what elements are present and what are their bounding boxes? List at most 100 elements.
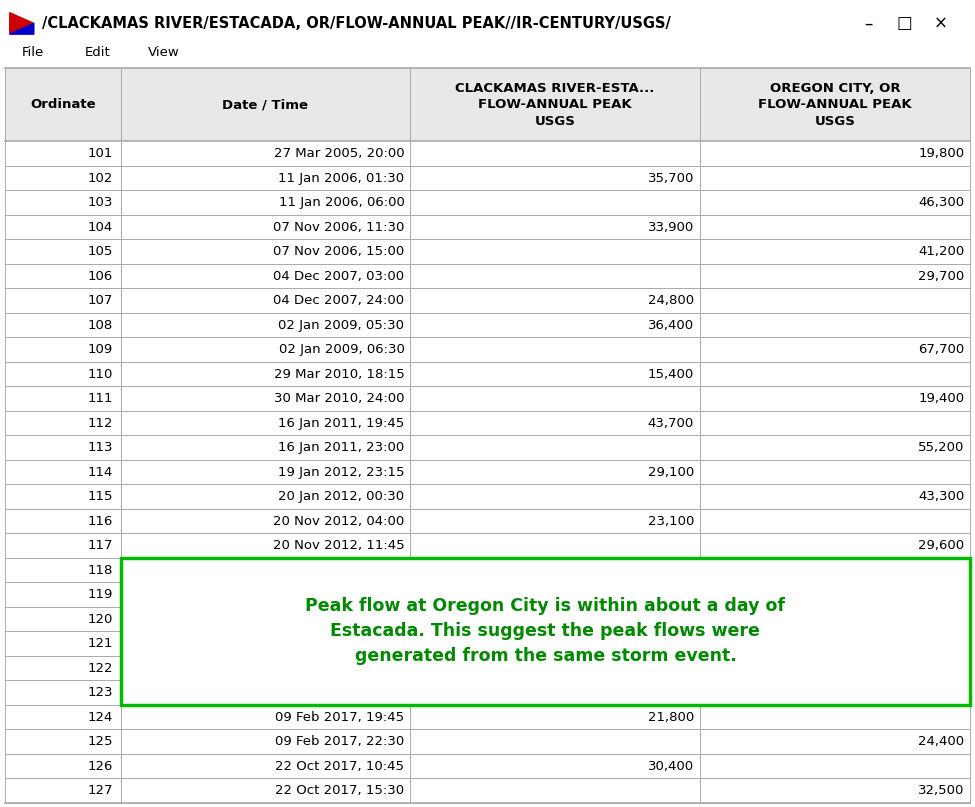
Text: 107: 107 — [88, 294, 113, 307]
Text: 19,400: 19,400 — [918, 392, 964, 405]
Text: 116: 116 — [88, 515, 113, 528]
Bar — [5, 264, 970, 288]
Polygon shape — [10, 23, 34, 34]
Text: 46,300: 46,300 — [918, 196, 964, 209]
Text: 22 Oct 2017, 15:30: 22 Oct 2017, 15:30 — [275, 784, 405, 797]
Text: Edit: Edit — [85, 47, 111, 60]
Text: 16 Jan 2011, 19:45: 16 Jan 2011, 19:45 — [278, 416, 405, 429]
Text: 101: 101 — [88, 147, 113, 160]
Text: 43,300: 43,300 — [918, 490, 964, 503]
Text: 117: 117 — [88, 539, 113, 552]
Text: 15,400: 15,400 — [647, 368, 694, 381]
Text: 114: 114 — [88, 466, 113, 479]
Text: 125: 125 — [88, 735, 113, 748]
Text: 32,500: 32,500 — [917, 784, 964, 797]
Text: Ordinate: Ordinate — [30, 98, 96, 111]
Text: 127: 127 — [88, 784, 113, 797]
Bar — [5, 779, 970, 803]
Bar — [5, 680, 970, 705]
Text: File: File — [22, 47, 45, 60]
Text: □: □ — [897, 15, 913, 32]
Text: 126: 126 — [88, 759, 113, 773]
Text: 43,700: 43,700 — [647, 416, 694, 429]
Bar — [5, 607, 970, 631]
Text: 121: 121 — [88, 638, 113, 650]
Bar — [121, 558, 970, 705]
Text: 23,100: 23,100 — [647, 515, 694, 528]
Bar — [5, 460, 970, 484]
Text: 55,200: 55,200 — [917, 441, 964, 454]
Bar — [5, 362, 970, 387]
Text: 29 Mar 2010, 18:15: 29 Mar 2010, 18:15 — [274, 368, 405, 381]
Bar — [5, 387, 970, 411]
Text: 110: 110 — [88, 368, 113, 381]
Text: 02 Jan 2009, 05:30: 02 Jan 2009, 05:30 — [279, 319, 405, 332]
Text: 103: 103 — [88, 196, 113, 209]
Bar — [5, 411, 970, 435]
Text: 102: 102 — [88, 172, 113, 185]
Text: 04 Dec 2007, 03:00: 04 Dec 2007, 03:00 — [273, 270, 405, 282]
Text: 27 Mar 2005, 20:00: 27 Mar 2005, 20:00 — [274, 147, 405, 160]
Text: 115: 115 — [88, 490, 113, 503]
Text: 02 Jan 2009, 06:30: 02 Jan 2009, 06:30 — [279, 343, 405, 356]
Text: 106: 106 — [88, 270, 113, 282]
Text: 24,400: 24,400 — [918, 735, 964, 748]
Text: 118: 118 — [88, 563, 113, 577]
Text: 104: 104 — [88, 220, 113, 233]
Bar — [5, 631, 970, 656]
Text: 21,800: 21,800 — [647, 711, 694, 724]
Bar — [5, 215, 970, 240]
Text: 36,400: 36,400 — [648, 319, 694, 332]
Text: 67,700: 67,700 — [918, 343, 964, 356]
Text: 19 Jan 2012, 23:15: 19 Jan 2012, 23:15 — [278, 466, 405, 479]
Text: 112: 112 — [88, 416, 113, 429]
Bar — [5, 141, 970, 165]
Polygon shape — [10, 13, 34, 34]
Bar — [5, 288, 970, 313]
Text: 123: 123 — [88, 686, 113, 699]
Text: 29,100: 29,100 — [647, 466, 694, 479]
Bar — [5, 754, 970, 779]
Text: 29,600: 29,600 — [918, 539, 964, 552]
Text: 124: 124 — [88, 711, 113, 724]
Bar — [5, 190, 970, 215]
Text: 29,700: 29,700 — [918, 270, 964, 282]
Text: 16 Jan 2011, 23:00: 16 Jan 2011, 23:00 — [278, 441, 405, 454]
Text: OREGON CITY, OR
FLOW-ANNUAL PEAK
USGS: OREGON CITY, OR FLOW-ANNUAL PEAK USGS — [759, 82, 912, 128]
Text: 20 Nov 2012, 04:00: 20 Nov 2012, 04:00 — [273, 515, 405, 528]
Text: 122: 122 — [88, 662, 113, 675]
Text: 108: 108 — [88, 319, 113, 332]
Text: Peak flow at Oregon City is within about a day of
Estacada. This suggest the pea: Peak flow at Oregon City is within about… — [305, 597, 786, 666]
Text: 41,200: 41,200 — [918, 245, 964, 258]
Text: 09 Feb 2017, 19:45: 09 Feb 2017, 19:45 — [275, 711, 405, 724]
Text: 24,800: 24,800 — [648, 294, 694, 307]
Text: 04 Dec 2007, 24:00: 04 Dec 2007, 24:00 — [273, 294, 405, 307]
Bar — [5, 583, 970, 607]
Bar — [5, 68, 970, 141]
Bar — [5, 558, 970, 583]
Text: ×: × — [933, 15, 947, 32]
Text: 22 Oct 2017, 10:45: 22 Oct 2017, 10:45 — [276, 759, 405, 773]
Bar — [5, 730, 970, 754]
Bar — [5, 165, 970, 190]
Bar — [5, 533, 970, 558]
Bar — [5, 337, 970, 362]
Text: CLACKAMAS RIVER-ESTA...
FLOW-ANNUAL PEAK
USGS: CLACKAMAS RIVER-ESTA... FLOW-ANNUAL PEAK… — [455, 82, 655, 128]
Bar — [5, 656, 970, 680]
Text: 20 Nov 2012, 11:45: 20 Nov 2012, 11:45 — [273, 539, 405, 552]
Bar — [5, 313, 970, 337]
Text: 07 Nov 2006, 15:00: 07 Nov 2006, 15:00 — [273, 245, 405, 258]
Text: 35,700: 35,700 — [647, 172, 694, 185]
Text: 33,900: 33,900 — [647, 220, 694, 233]
Text: 111: 111 — [88, 392, 113, 405]
Text: 09 Feb 2017, 22:30: 09 Feb 2017, 22:30 — [275, 735, 405, 748]
Text: 07 Nov 2006, 11:30: 07 Nov 2006, 11:30 — [273, 220, 405, 233]
Bar — [5, 509, 970, 533]
Bar — [5, 484, 970, 509]
Text: 105: 105 — [88, 245, 113, 258]
Text: 11 Jan 2006, 06:00: 11 Jan 2006, 06:00 — [279, 196, 405, 209]
Text: –: – — [865, 15, 873, 32]
Bar — [5, 240, 970, 264]
Text: 120: 120 — [88, 613, 113, 625]
Text: /CLACKAMAS RIVER/ESTACADA, OR/FLOW-ANNUAL PEAK//IR-CENTURY/USGS/: /CLACKAMAS RIVER/ESTACADA, OR/FLOW-ANNUA… — [42, 16, 671, 31]
